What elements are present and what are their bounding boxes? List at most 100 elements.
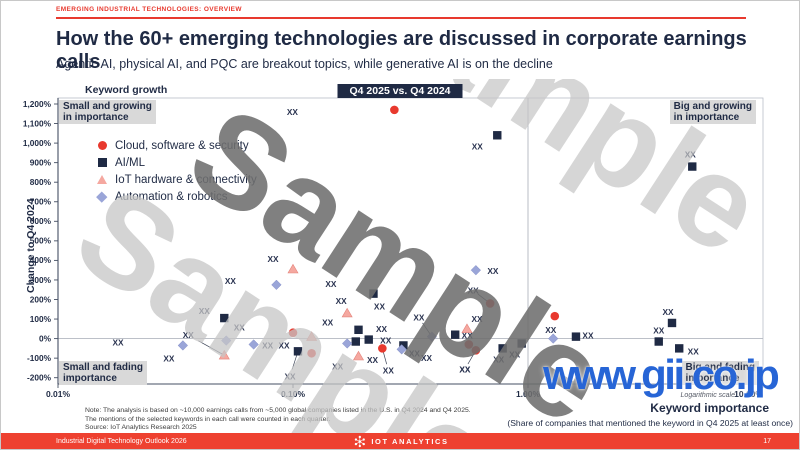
data-point-label: XX	[662, 307, 674, 317]
data-point-label: XX	[367, 355, 379, 365]
data-point-label: XX	[545, 325, 557, 335]
quadrant-label-bottom-left: Small and fading importance	[59, 361, 148, 385]
scatter-point-circle	[464, 340, 474, 349]
footnotes: Note: The analysis is based on ~10,000 e…	[85, 407, 471, 433]
scatter-point-circle	[550, 311, 560, 321]
data-point-label: XX	[380, 336, 392, 346]
data-point-label: XX	[376, 324, 388, 334]
eyebrow-label: EMERGING INDUSTRIAL TECHNOLOGIES: OVERVI…	[56, 6, 242, 13]
scatter-point-diamond	[396, 344, 407, 355]
data-point-label: XX	[409, 348, 421, 358]
header-divider	[56, 17, 746, 19]
y-tick-label: 1,100%	[23, 118, 52, 128]
y-tick-label: 400%	[30, 255, 52, 265]
y-tick-label: 900%	[30, 157, 52, 167]
note-line: Note: The analysis is based on ~10,000 e…	[85, 407, 471, 414]
x-tick-label: 0.10%	[281, 389, 306, 399]
log-scale-note: Logarithmic scale	[681, 392, 736, 399]
scatter-point-circle	[307, 348, 316, 358]
data-point-label: XX	[509, 349, 521, 359]
data-point-label: XX	[688, 346, 700, 356]
legend-item-cloud: Cloud, software & security	[95, 137, 257, 154]
scatter-point-diamond	[548, 333, 559, 344]
data-point-label: XX	[459, 364, 471, 374]
scatter-point-diamond	[248, 339, 259, 350]
data-point-label: XX	[413, 313, 425, 323]
data-point-label: XX	[199, 306, 211, 316]
y-tick-label: 1,200%	[23, 99, 52, 109]
scatter-point-square	[351, 337, 360, 346]
scatter-point-diamond	[342, 338, 353, 349]
scatter-point-square	[450, 330, 460, 339]
y-tick-label: 700%	[30, 197, 52, 207]
legend-label: Cloud, software & security	[115, 139, 249, 152]
scatter-point-square	[493, 131, 502, 140]
quadrant-line: importance	[63, 373, 117, 384]
data-point-label: XX	[493, 354, 505, 364]
scatter-point-triangle	[218, 349, 230, 360]
scatter-point-circle	[378, 344, 387, 353]
label-leader-line	[198, 340, 225, 356]
footer-bar: Industrial Digital Technology Outlook 20…	[1, 433, 799, 449]
y-tick-label: 200%	[30, 294, 52, 304]
quadrant-label-top-right: Big and growing in importance	[669, 100, 756, 124]
scatter-point-diamond	[470, 265, 482, 276]
page-number: 17	[763, 437, 771, 445]
iot-analytics-logo-icon	[354, 435, 365, 447]
data-point-label: XX	[582, 331, 594, 341]
quadrant-label-bottom-right: Big and fading importance	[681, 361, 759, 385]
data-point-label: XX	[336, 296, 348, 306]
legend-item-automation: Automation & robotics	[95, 188, 257, 205]
y-tick-label: 1,000%	[23, 138, 52, 148]
legend-item-iot: IoT hardware & connectivity	[95, 171, 257, 188]
floating-data-label: XX	[459, 364, 471, 374]
scatter-point-triangle	[306, 331, 318, 341]
scatter-point-circle	[485, 299, 495, 308]
data-point-label: XX	[163, 353, 175, 363]
x-tick-label: 1.00%	[516, 389, 541, 399]
data-point-label: XX	[383, 365, 395, 375]
quadrant-line: Big and growing	[673, 101, 752, 112]
scatter-point-diamond	[271, 279, 282, 290]
data-point-label: XX	[472, 141, 484, 151]
data-point-label: XX	[287, 107, 299, 117]
quadrant-line: Big and fading	[685, 362, 755, 373]
floating-data-label: XX	[112, 338, 124, 348]
data-point-label: XX	[267, 254, 279, 264]
data-point-label: XX	[225, 276, 237, 286]
data-point-label: XX	[262, 340, 274, 350]
x-axis-title: Keyword importance	[650, 401, 769, 415]
y-tick-label: 500%	[30, 236, 52, 246]
scatter-point-triangle	[287, 263, 299, 274]
scatter-point-square	[654, 337, 663, 346]
scatter-point-square	[399, 341, 408, 350]
quadrant-line: Small and growing	[63, 101, 152, 112]
scatter-point-square	[517, 339, 526, 348]
data-point-label: XX	[322, 318, 334, 328]
data-point-label: XX	[653, 326, 665, 336]
data-point-label: XX	[487, 266, 499, 276]
quadrant-line: in importance	[63, 112, 129, 123]
diamond-marker-icon	[95, 191, 109, 202]
page-title: How the 60+ emerging technologies are di…	[56, 28, 747, 73]
scatter-point-square	[369, 289, 378, 298]
x-tick-label: 10.00%	[734, 389, 763, 399]
scatter-point-square	[688, 162, 697, 171]
page-subtitle: Agentic AI, physical AI, and PQC are bre…	[56, 57, 553, 71]
square-marker-icon	[95, 158, 109, 167]
y-tick-label: 600%	[30, 216, 52, 226]
note-line: The mentions of the selected keywords in…	[85, 415, 331, 423]
footer-brand-name: IOT ANALYTICS	[371, 436, 449, 446]
data-point-label: XX	[332, 361, 344, 371]
data-point-label: XX	[471, 314, 483, 324]
scatter-point-diamond	[221, 335, 232, 346]
legend-label: IoT hardware & connectivity	[115, 173, 257, 186]
scatter-point-square	[667, 318, 677, 328]
y-axis-title: Change to Q4 2024	[25, 198, 37, 294]
scatter-point-square	[364, 335, 373, 344]
scatter-point-square	[498, 344, 507, 353]
scatter-point-diamond	[177, 340, 189, 351]
x-tick-label: 0.01%	[46, 389, 71, 399]
